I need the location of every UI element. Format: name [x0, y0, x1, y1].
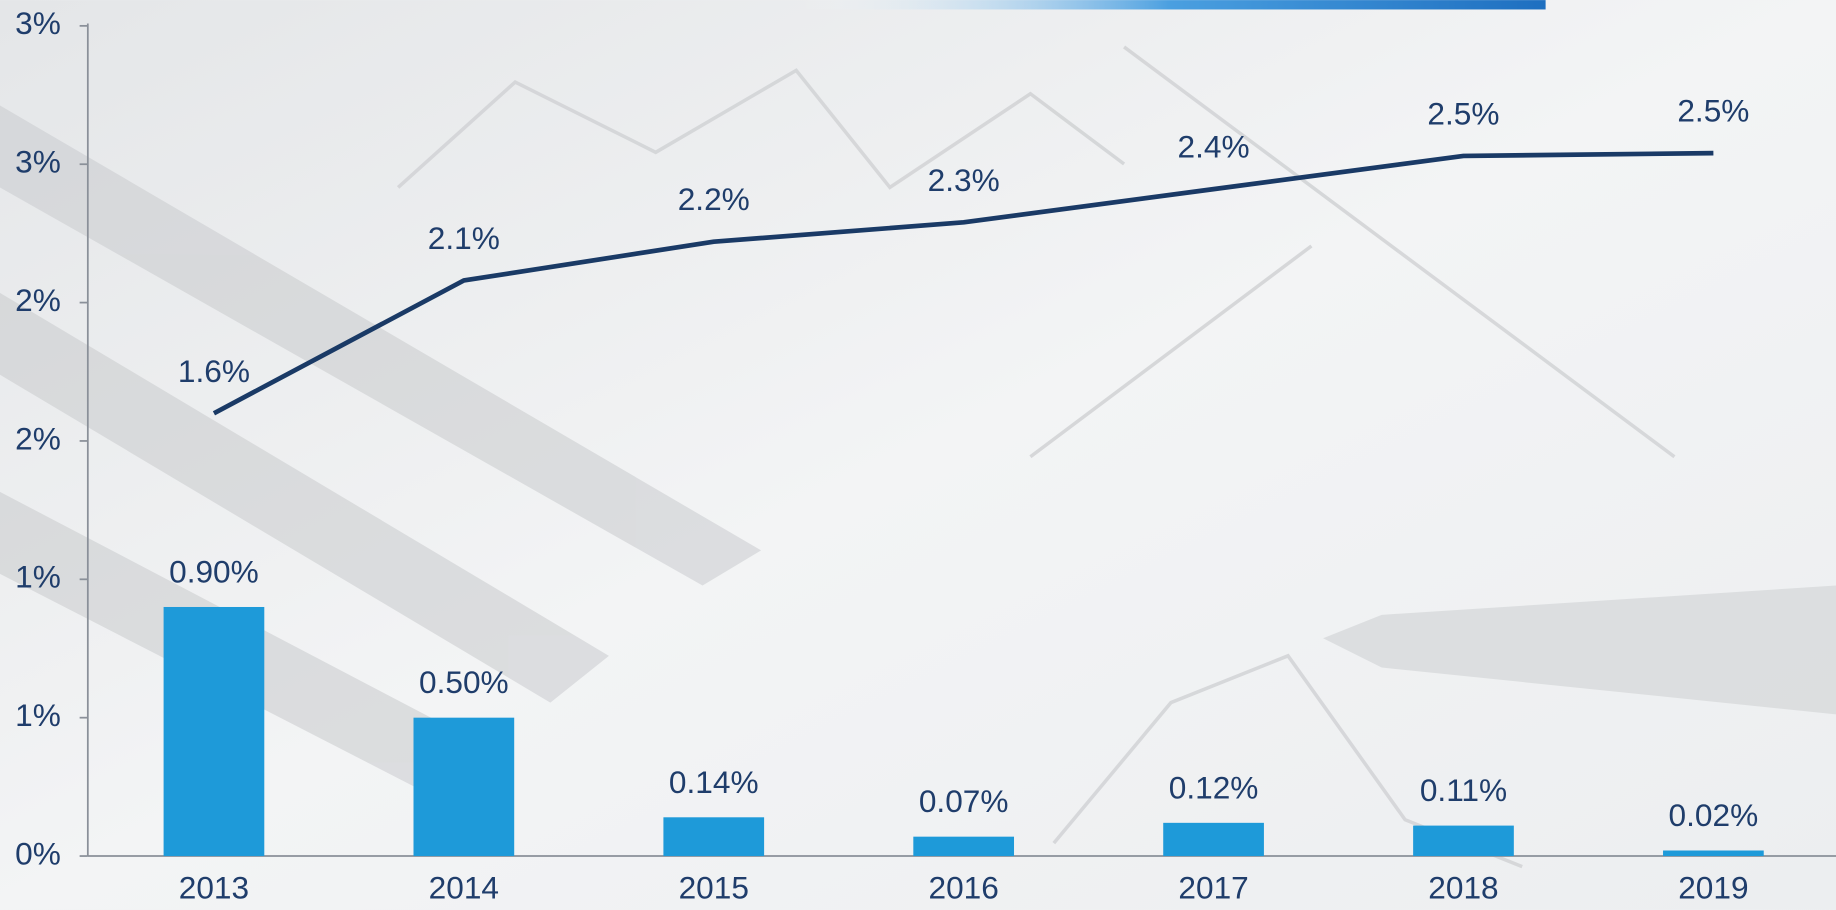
bar — [413, 717, 515, 857]
x-tick-label: 2013 — [179, 869, 249, 905]
x-tick-label: 2018 — [1428, 869, 1498, 905]
line — [212, 150, 1714, 416]
x-tick-label: 2019 — [1678, 869, 1748, 905]
bar — [1413, 825, 1514, 857]
line-value-label: 2.4% — [1178, 129, 1250, 165]
y-tick-label: 1% — [15, 559, 61, 595]
bar — [913, 836, 1015, 857]
y-tick-label: 0% — [15, 835, 61, 871]
y-tick-label: 2% — [15, 420, 61, 456]
bar-value-label: 0.02% — [1669, 797, 1759, 833]
line-value-label: 2.3% — [928, 162, 1000, 198]
x-tick-label: 2014 — [429, 869, 499, 905]
y-tick-label: 3% — [15, 5, 61, 41]
line-value-label: 1.6% — [178, 353, 250, 389]
bar-value-label: 0.07% — [919, 783, 1009, 819]
line-value-label: 2.2% — [678, 181, 750, 217]
y-tick-label: 3% — [15, 144, 61, 180]
x-tick-label: 2016 — [929, 869, 999, 905]
bar-value-label: 0.12% — [1169, 769, 1259, 805]
line-value-label: 2.5% — [1427, 95, 1499, 131]
x-tick-label: 2015 — [679, 869, 749, 905]
bar-value-label: 0.50% — [419, 664, 509, 700]
x-tick-label: 2017 — [1178, 869, 1248, 905]
y-tick-label: 2% — [15, 282, 61, 318]
y-tick-label: 1% — [15, 697, 61, 733]
bar-value-label: 0.14% — [669, 764, 759, 800]
bar-value-label: 0.90% — [169, 554, 259, 590]
bar-value-label: 0.11% — [1420, 772, 1507, 808]
bar — [663, 817, 765, 857]
line-value-label: 2.1% — [428, 220, 500, 256]
line-value-label: 2.5% — [1677, 93, 1749, 129]
bar — [1663, 850, 1764, 857]
bar — [1163, 822, 1264, 857]
bar — [163, 606, 265, 857]
